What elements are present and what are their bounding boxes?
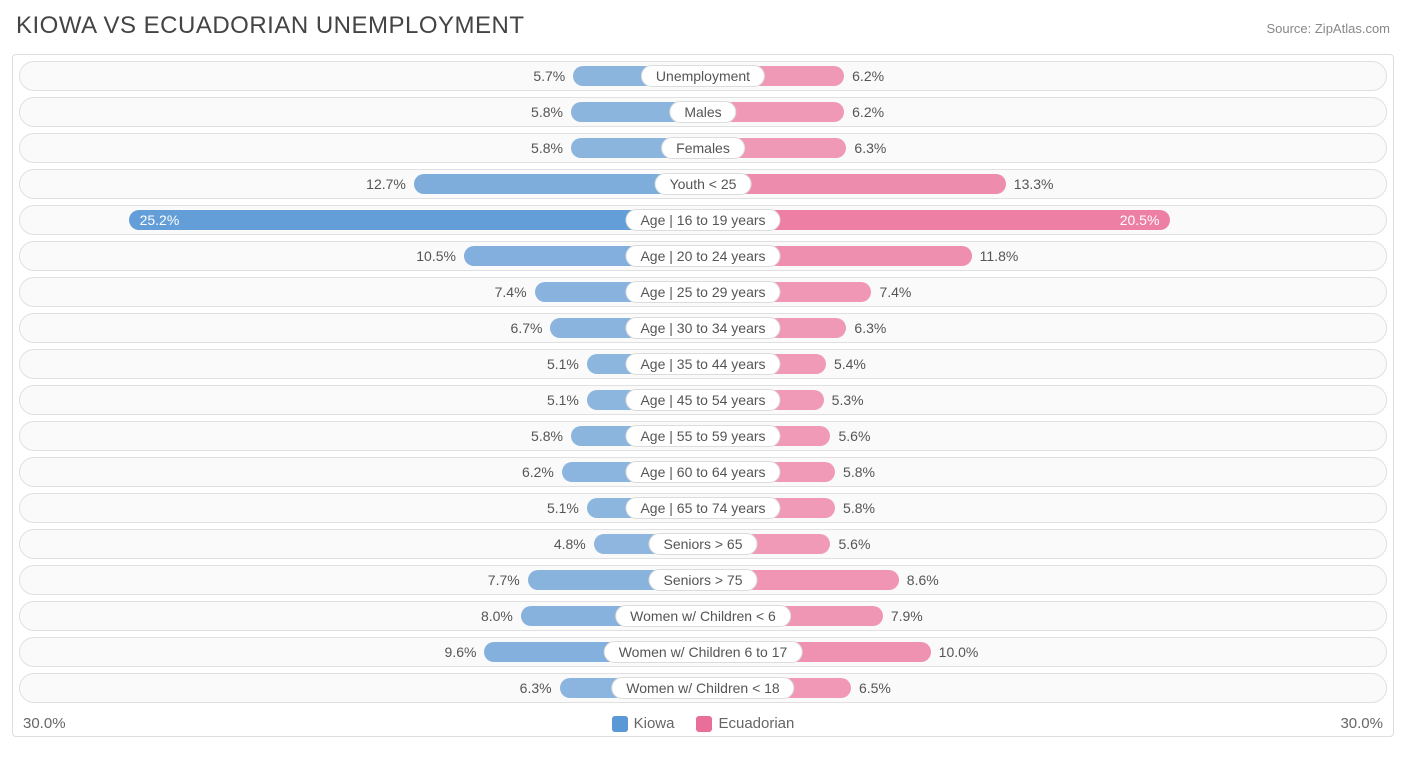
chart-row: 12.7% 13.3% Youth < 25 xyxy=(19,169,1387,199)
category-label: Age | 60 to 64 years xyxy=(625,461,780,483)
category-label: Females xyxy=(661,137,745,159)
chart-row: 9.6% 10.0% Women w/ Children 6 to 17 xyxy=(19,637,1387,667)
diverging-bar-chart: 5.7% 6.2% Unemployment 5.8% 6.2% Males 5.8% 6.3… xyxy=(12,54,1394,737)
value-left: 6.2% xyxy=(522,464,554,480)
chart-row: 5.8% 5.6% Age | 55 to 59 years xyxy=(19,421,1387,451)
legend: Kiowa Ecuadorian xyxy=(612,715,795,732)
value-right: 7.9% xyxy=(891,608,923,624)
chart-row: 5.1% 5.4% Age | 35 to 44 years xyxy=(19,349,1387,379)
value-right: 6.5% xyxy=(859,680,891,696)
value-right: 7.4% xyxy=(879,284,911,300)
legend-item-left: Kiowa xyxy=(612,715,675,732)
chart-footer: 30.0% Kiowa Ecuadorian 30.0% xyxy=(19,709,1387,732)
category-label: Age | 55 to 59 years xyxy=(625,425,780,447)
chart-row: 5.7% 6.2% Unemployment xyxy=(19,61,1387,91)
value-right: 20.5% xyxy=(1120,212,1160,228)
value-left: 5.1% xyxy=(547,392,579,408)
chart-row: 5.1% 5.3% Age | 45 to 54 years xyxy=(19,385,1387,415)
axis-max-left: 30.0% xyxy=(23,715,66,732)
value-right: 5.4% xyxy=(834,356,866,372)
value-right: 5.3% xyxy=(832,392,864,408)
bar-left xyxy=(129,210,703,230)
chart-row: 5.8% 6.3% Females xyxy=(19,133,1387,163)
value-left: 9.6% xyxy=(445,644,477,660)
value-left: 12.7% xyxy=(366,176,406,192)
category-label: Age | 35 to 44 years xyxy=(625,353,780,375)
value-right: 6.3% xyxy=(854,140,886,156)
chart-row: 5.1% 5.8% Age | 65 to 74 years xyxy=(19,493,1387,523)
value-right: 6.2% xyxy=(852,68,884,84)
chart-source: Source: ZipAtlas.com xyxy=(1266,21,1390,36)
chart-row: 6.2% 5.8% Age | 60 to 64 years xyxy=(19,457,1387,487)
value-right: 5.8% xyxy=(843,464,875,480)
value-right: 10.0% xyxy=(939,644,979,660)
chart-row: 7.4% 7.4% Age | 25 to 29 years xyxy=(19,277,1387,307)
swatch-right xyxy=(696,716,712,732)
category-label: Age | 16 to 19 years xyxy=(625,209,780,231)
value-left: 5.1% xyxy=(547,356,579,372)
chart-row: 5.8% 6.2% Males xyxy=(19,97,1387,127)
chart-row: 25.2% 20.5% Age | 16 to 19 years xyxy=(19,205,1387,235)
value-left: 10.5% xyxy=(416,248,456,264)
category-label: Youth < 25 xyxy=(655,173,752,195)
legend-item-right: Ecuadorian xyxy=(696,715,794,732)
category-label: Women w/ Children < 18 xyxy=(611,677,794,699)
chart-row: 6.3% 6.5% Women w/ Children < 18 xyxy=(19,673,1387,703)
category-label: Unemployment xyxy=(641,65,765,87)
value-right: 5.6% xyxy=(838,428,870,444)
value-left: 5.1% xyxy=(547,500,579,516)
value-right: 13.3% xyxy=(1014,176,1054,192)
value-left: 6.3% xyxy=(520,680,552,696)
category-label: Women w/ Children < 6 xyxy=(615,605,791,627)
chart-row: 6.7% 6.3% Age | 30 to 34 years xyxy=(19,313,1387,343)
chart-row: 7.7% 8.6% Seniors > 75 xyxy=(19,565,1387,595)
category-label: Age | 25 to 29 years xyxy=(625,281,780,303)
chart-header: KIOWA VS ECUADORIAN UNEMPLOYMENT Source:… xyxy=(12,12,1394,40)
chart-title: KIOWA VS ECUADORIAN UNEMPLOYMENT xyxy=(16,12,525,40)
value-right: 6.2% xyxy=(852,104,884,120)
chart-row: 8.0% 7.9% Women w/ Children < 6 xyxy=(19,601,1387,631)
category-label: Males xyxy=(669,101,736,123)
category-label: Age | 30 to 34 years xyxy=(625,317,780,339)
category-label: Age | 45 to 54 years xyxy=(625,389,780,411)
legend-label-left: Kiowa xyxy=(634,715,675,732)
value-left: 5.7% xyxy=(533,68,565,84)
swatch-left xyxy=(612,716,628,732)
value-left: 7.4% xyxy=(495,284,527,300)
value-left: 4.8% xyxy=(554,536,586,552)
value-left: 25.2% xyxy=(140,212,180,228)
value-right: 6.3% xyxy=(854,320,886,336)
category-label: Age | 20 to 24 years xyxy=(625,245,780,267)
axis-max-right: 30.0% xyxy=(1340,715,1383,732)
value-left: 8.0% xyxy=(481,608,513,624)
category-label: Women w/ Children 6 to 17 xyxy=(604,641,803,663)
chart-row: 4.8% 5.6% Seniors > 65 xyxy=(19,529,1387,559)
value-right: 8.6% xyxy=(907,572,939,588)
value-left: 5.8% xyxy=(531,428,563,444)
chart-row: 10.5% 11.8% Age | 20 to 24 years xyxy=(19,241,1387,271)
value-right: 5.6% xyxy=(838,536,870,552)
legend-label-right: Ecuadorian xyxy=(718,715,794,732)
value-right: 11.8% xyxy=(980,248,1019,264)
value-right: 5.8% xyxy=(843,500,875,516)
category-label: Age | 65 to 74 years xyxy=(625,497,780,519)
category-label: Seniors > 75 xyxy=(649,569,758,591)
value-left: 6.7% xyxy=(511,320,543,336)
value-left: 5.8% xyxy=(531,140,563,156)
category-label: Seniors > 65 xyxy=(649,533,758,555)
value-left: 5.8% xyxy=(531,104,563,120)
value-left: 7.7% xyxy=(488,572,520,588)
